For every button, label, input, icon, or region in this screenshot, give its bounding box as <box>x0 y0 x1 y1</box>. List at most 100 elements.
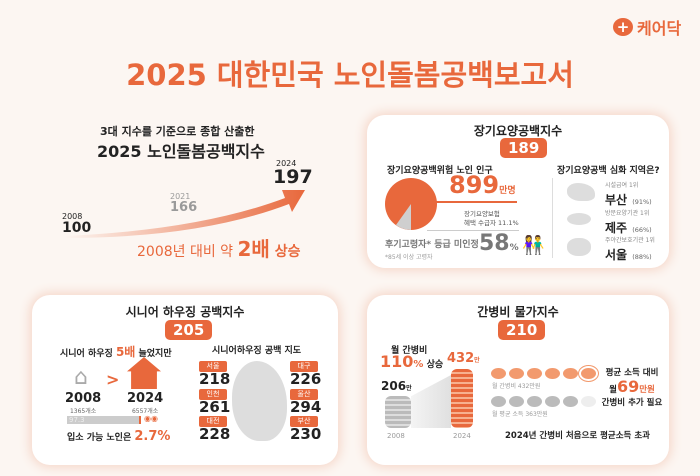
row1-label: 월 간병비 432만원 <box>492 383 541 390</box>
region-list: 시설급여 1위 부산 (91%) 방문요양기관 1위 제주 (66%) 주야간보… <box>567 180 655 262</box>
value-label: 100 <box>62 220 92 236</box>
unassessed-label: 후기고령자* 등급 미인정 <box>385 240 479 250</box>
count: 1365개소 <box>69 408 97 415</box>
brand-logo[interactable]: + 케어닥 <box>613 15 681 39</box>
extra-pre: 월 <box>609 385 617 395</box>
index-badge: 189 <box>500 138 548 158</box>
extra-value: 69 <box>616 377 640 396</box>
house-2008-icon: ⌂ <box>74 365 88 390</box>
hero-subtitle: 3대 지수를 기준으로 종합 산출한 <box>100 125 255 138</box>
x-2008: 2008 <box>387 432 405 440</box>
city-value: 230 <box>290 425 322 443</box>
region-busan: 시설급여 1위 부산 (91%) <box>567 180 655 208</box>
coin-stack-2008 <box>385 396 411 428</box>
coin-icon <box>545 396 560 407</box>
city-tag: 대전 <box>199 416 227 427</box>
pop-unit: 만명 <box>499 186 516 196</box>
count: 6557개소 <box>131 408 159 415</box>
extra-line2: 간병비 추가 필요 <box>601 398 663 408</box>
unassessed-value: 58% <box>479 231 519 256</box>
city-value: 294 <box>290 398 322 416</box>
region-seoul: 주야간보호기관 1위 서울 (88%) <box>567 235 655 262</box>
value-2008: 206만 <box>381 379 412 393</box>
point-2008: 2008 100 <box>62 212 91 235</box>
extra-unit: 만원 <box>639 385 655 395</box>
footnote: *85세 이상 고령자 <box>385 254 433 261</box>
house-2024-icon <box>127 357 161 389</box>
region-pct: (66%) <box>632 226 652 234</box>
benefit-line1: 장기요양보험 <box>464 210 500 218</box>
pop-number: 899 <box>449 171 500 199</box>
city-tag: 서울 <box>199 361 227 372</box>
summary-text: 2008년 대비 약 <box>137 244 238 260</box>
value-label: 197 <box>273 166 313 188</box>
unassessed-unit: % <box>509 243 519 253</box>
card-title: 간병비 물가지수 <box>477 305 559 319</box>
index-badge: 205 <box>165 320 213 340</box>
divider <box>552 178 553 258</box>
year: 2024 <box>127 391 164 406</box>
value-label: 166 <box>170 200 198 215</box>
housing-card: 시니어 하우징 공백지수 205 시니어 하우징 5배 늘었지만 ⌂ > 200… <box>32 295 338 465</box>
growth-pre: 시니어 하우징 <box>60 349 116 359</box>
city-value: 261 <box>199 398 231 416</box>
growth-bold: 5배 <box>115 345 136 359</box>
coin-stack-2024 <box>451 369 473 428</box>
coin-icon <box>545 368 560 379</box>
coin-empty-icon <box>581 396 596 407</box>
pop-value: 899만명 <box>449 171 516 199</box>
risk-title: 장기요양공백위험 노인 인구 <box>387 166 493 176</box>
point-2024: 2024 197 <box>273 159 313 187</box>
coins-row-care <box>491 365 599 382</box>
region-label: 방문요양기관 1위 <box>605 210 650 217</box>
korea-map <box>232 361 287 441</box>
benefit-label: 장기요양보험 혜택 수급자 11.1% <box>464 210 519 228</box>
care-footer: 2024년 간병비 처음으로 평균소득 초과 <box>505 431 650 441</box>
regions-title: 장기요양공백 심화 지역은? <box>557 166 660 176</box>
summary-bold: 2배 <box>237 237 270 261</box>
growth-text: 시니어 하우징 5배 늘었지만 <box>60 343 172 360</box>
care-cost-card: 간병비 물가지수 210 월 간병비 110% 상승 206만 432만 200… <box>367 295 669 465</box>
summary-post: 상승 <box>269 244 301 260</box>
elderly-icons: ◉◉ <box>144 414 158 423</box>
year-2008: 2008 1365개소 <box>65 391 101 415</box>
growth-post: 늘었지만 <box>135 349 172 359</box>
city-tag: 인천 <box>199 389 227 400</box>
region-name: 서울 <box>605 248 628 262</box>
avail-pre: 입소 가능 노인은 <box>67 433 135 443</box>
point-2021: 2021 166 <box>170 192 197 214</box>
rise-text: 110% 상승 <box>380 352 443 371</box>
gradient-area <box>411 375 451 428</box>
coins-row-income <box>491 396 596 407</box>
benefit-line2: 혜택 수급자 11.1% <box>464 219 519 227</box>
rise-post: 상승 <box>423 360 444 370</box>
region-pct: (88%) <box>632 253 652 261</box>
page-title: 2025 대한민국 노인돌봄공백보고서 <box>126 58 574 92</box>
year-label: 2024 <box>276 159 297 168</box>
hero-title: 2025 노인돌봄공백지수 <box>97 142 265 161</box>
plus-icon: + <box>613 18 633 36</box>
extra-cost: 평균 소득 대비 월69만원 간병비 추가 필요 <box>597 367 667 410</box>
region-label: 시설급여 1위 <box>605 182 639 189</box>
greater-than-icon: > <box>106 370 120 389</box>
year-label: 2008 <box>62 212 83 221</box>
busan-map-icon <box>567 183 595 201</box>
unassessed-number: 58 <box>479 231 510 256</box>
jeju-map-icon <box>567 213 591 225</box>
number: 432 <box>447 351 475 366</box>
city-value: 228 <box>199 425 231 443</box>
extra-line1: 평균 소득 대비 <box>605 368 659 378</box>
coin-icon <box>578 365 599 382</box>
card-title: 장기요양공백지수 <box>473 124 563 138</box>
monthly-label: 월 간병비 <box>391 346 428 356</box>
region-name: 부산 <box>605 193 628 207</box>
coin-icon <box>491 368 506 379</box>
rise-value: 110 <box>380 352 414 371</box>
year-label: 2021 <box>170 192 191 201</box>
coin-icon <box>491 396 506 407</box>
city-tag: 부산 <box>290 416 318 427</box>
region-jeju: 방문요양기관 1위 제주 (66%) <box>567 208 655 235</box>
coin-icon <box>563 368 578 379</box>
city-value: 218 <box>199 370 231 388</box>
seoul-map-icon <box>567 238 591 256</box>
